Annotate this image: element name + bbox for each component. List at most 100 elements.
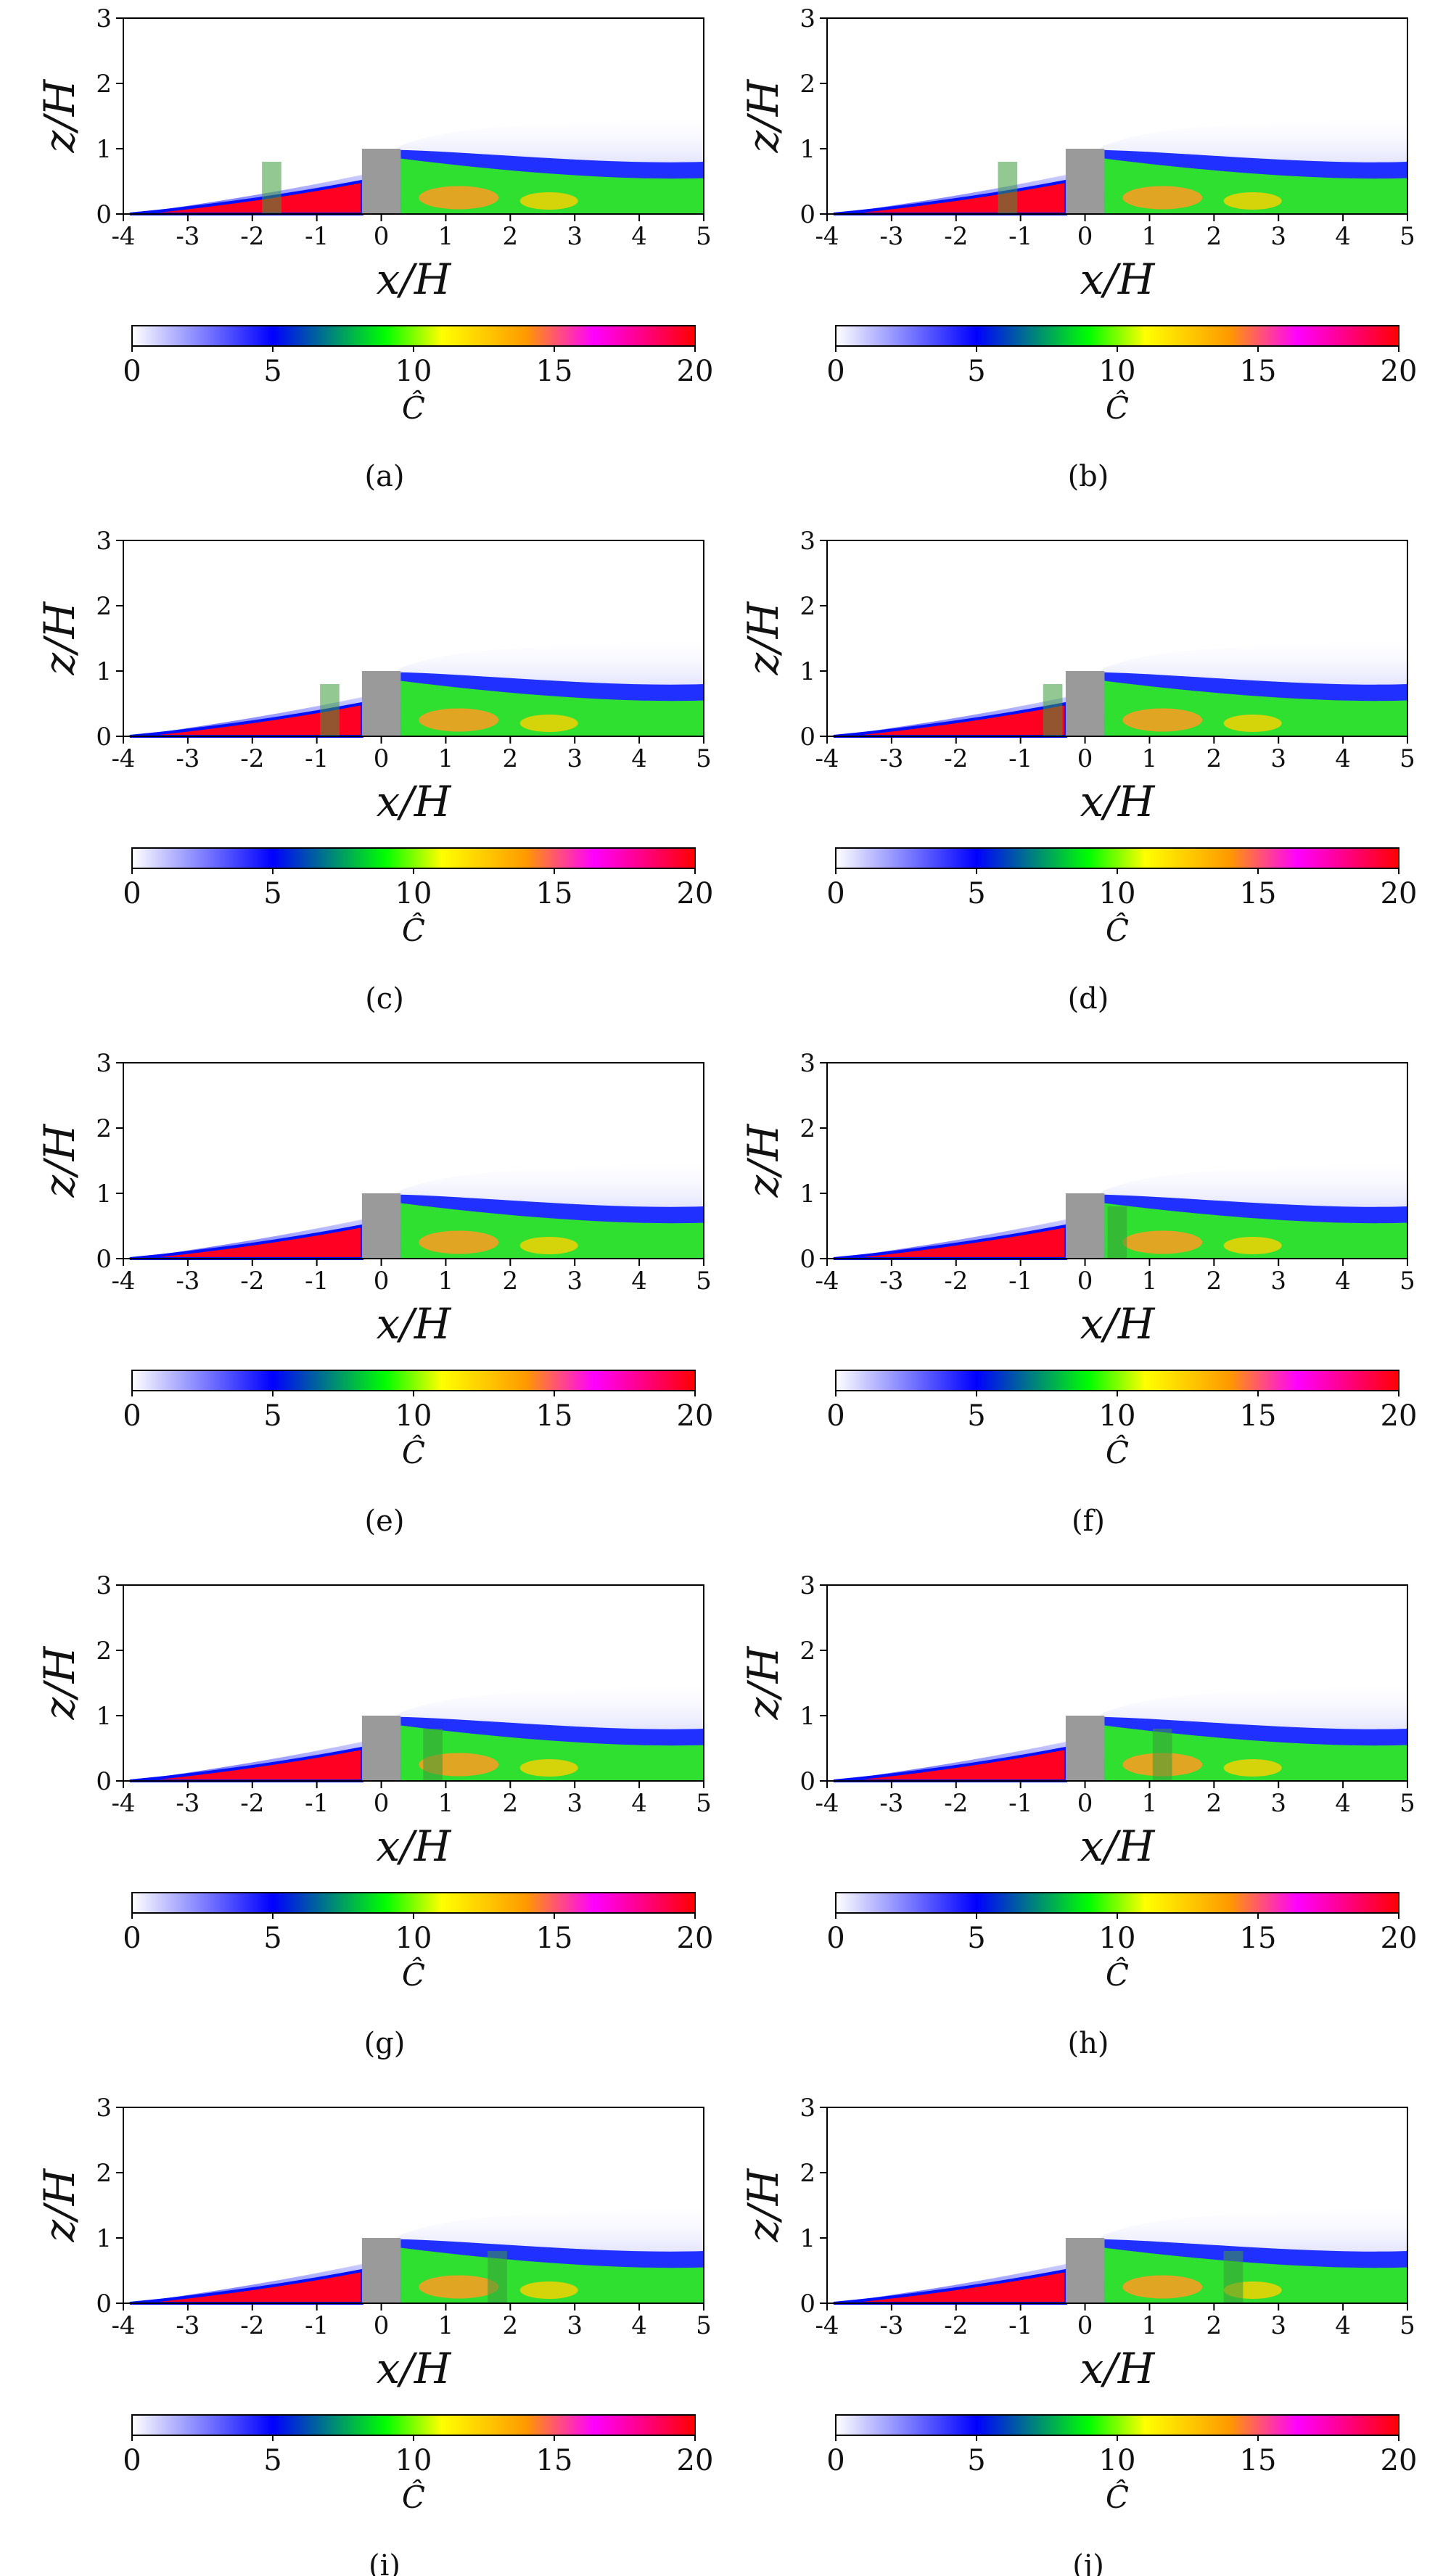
tree-patch (423, 1729, 443, 1781)
y-axis-label: z/H (739, 78, 788, 153)
panel-d: -4 -3 -2 -1 0 1 2 3 4 5 0 1 2 3 x/H z/H 0 5 10 15 20 Ĉ (d) (739, 527, 1417, 1016)
x-tick-label: -1 (305, 222, 329, 251)
x-tick-label: -4 (815, 2311, 839, 2340)
x-tick-label: -3 (176, 1789, 200, 1818)
colorbar-label: Ĉ (1106, 1956, 1129, 1993)
x-tick-label: -2 (240, 1267, 264, 1296)
y-tick-label: 0 (800, 1767, 815, 1796)
colorbar-tick-label: 15 (536, 2444, 573, 2477)
x-tick-label: 1 (438, 2311, 454, 2340)
x-tick-label: 4 (631, 2311, 647, 2340)
x-tick-label: 2 (1207, 1267, 1222, 1296)
plot-frame (826, 2107, 1408, 2304)
y-axis-label: z/H (35, 78, 84, 153)
plume-orange-patch (419, 186, 499, 210)
y-tick-label: 1 (96, 135, 112, 164)
y-axis-label: z/H (739, 2168, 788, 2242)
panel-caption: (c) (365, 982, 404, 1016)
colorbar-label: Ĉ (1106, 1434, 1129, 1470)
y-tick-label: 2 (96, 1114, 112, 1143)
building-block (1065, 1716, 1105, 1781)
building-block (1065, 149, 1105, 214)
colorbar (131, 2414, 696, 2436)
plume-orange-patch (419, 708, 499, 732)
y-tick-label: 2 (800, 70, 815, 99)
plume-yellow-patch (1223, 1237, 1282, 1254)
plume-upstream-red-layer (129, 1224, 363, 1260)
y-tick-label: 1 (800, 135, 815, 164)
x-axis-label: x/H (1080, 1822, 1156, 1871)
panel-b: -4 -3 -2 -1 0 1 2 3 4 5 0 1 2 3 x/H z/H 0 5 10 15 20 Ĉ (b) (739, 4, 1417, 493)
colorbar-tick-label: 20 (1381, 1922, 1418, 1955)
y-tick-label: 1 (96, 1180, 112, 1209)
y-tick-label: 3 (800, 1571, 815, 1600)
x-axis-label: x/H (377, 777, 452, 826)
colorbar-label: Ĉ (402, 2479, 425, 2515)
plume-orange-patch (1122, 1230, 1203, 1254)
x-tick-label: 5 (696, 222, 712, 251)
plume-orange-patch (419, 2275, 499, 2299)
colorbar-tick-label: 20 (677, 1922, 714, 1955)
y-tick-label: 3 (96, 527, 112, 556)
colorbar-tick-label: 20 (677, 2444, 714, 2477)
x-tick-label: 5 (1399, 2311, 1415, 2340)
tree-patch (1152, 1729, 1172, 1781)
x-tick-label: 3 (567, 1789, 583, 1818)
y-tick-label: 3 (96, 1571, 112, 1600)
colorbar-tick-label: 0 (123, 1399, 141, 1433)
y-tick-label: 2 (96, 592, 112, 621)
panel-caption: (e) (365, 1505, 405, 1538)
x-tick-label: 5 (696, 1267, 712, 1296)
colorbar-tick-label: 5 (263, 2444, 281, 2477)
x-tick-label: 5 (1399, 1789, 1415, 1818)
x-tick-label: 5 (1399, 1267, 1415, 1296)
plume-upstream-red-layer (129, 2268, 363, 2305)
x-tick-label: 1 (438, 1267, 454, 1296)
panel-a: -4 -3 -2 -1 0 1 2 3 4 5 0 1 2 3 x/H z/H 0 5 10 15 20 Ĉ (a) (35, 4, 713, 493)
x-tick-label: 0 (1077, 2311, 1093, 2340)
panel-g: -4 -3 -2 -1 0 1 2 3 4 5 0 1 2 3 x/H z/H 0 5 10 15 20 Ĉ (g) (35, 1571, 713, 2060)
x-tick-label: 5 (1399, 222, 1415, 251)
plume-upstream-red-layer (129, 701, 363, 738)
colorbar (835, 1370, 1399, 1391)
x-tick-label: 5 (1399, 744, 1415, 773)
x-tick-label: 0 (374, 2311, 390, 2340)
x-tick-label: 1 (1142, 1267, 1158, 1296)
x-tick-label: 1 (1142, 744, 1158, 773)
x-tick-label: 0 (374, 222, 390, 251)
colorbar-tick-label: 10 (1099, 2444, 1136, 2477)
x-tick-label: 5 (696, 744, 712, 773)
colorbar-tick-label: 10 (395, 877, 432, 910)
y-tick-label: 0 (800, 723, 815, 752)
building-block (361, 2238, 401, 2303)
x-tick-label: 2 (503, 222, 519, 251)
panel-f: -4 -3 -2 -1 0 1 2 3 4 5 0 1 2 3 x/H z/H 0 5 10 15 20 Ĉ (f) (739, 1049, 1417, 1538)
x-tick-label: 1 (438, 744, 454, 773)
plume-yellow-patch (519, 192, 578, 210)
colorbar-tick-label: 5 (263, 355, 281, 388)
panel-j: -4 -3 -2 -1 0 1 2 3 4 5 0 1 2 3 x/H z/H 0 5 10 15 20 Ĉ (j) (739, 2094, 1417, 2576)
x-tick-label: -4 (111, 222, 135, 251)
x-tick-label: -3 (176, 222, 200, 251)
x-tick-label: -4 (111, 2311, 135, 2340)
x-tick-label: -2 (944, 2311, 968, 2340)
x-tick-label: -2 (240, 744, 264, 773)
colorbar-tick-label: 0 (826, 355, 844, 388)
y-tick-label: 1 (96, 657, 112, 686)
tree-patch (1223, 2251, 1244, 2303)
x-tick-label: 3 (1270, 222, 1286, 251)
y-tick-label: 1 (800, 1180, 815, 1209)
colorbar-tick-label: 5 (967, 355, 985, 388)
x-tick-label: -4 (111, 744, 135, 773)
x-tick-label: 3 (1270, 744, 1286, 773)
y-tick-label: 0 (96, 2289, 112, 2318)
panel-i: -4 -3 -2 -1 0 1 2 3 4 5 0 1 2 3 x/H z/H 0 5 10 15 20 Ĉ (i) (35, 2094, 713, 2576)
y-tick-label: 2 (800, 1637, 815, 1666)
x-tick-label: 4 (1335, 2311, 1351, 2340)
x-tick-label: 2 (503, 1267, 519, 1296)
colorbar-tick-label: 10 (395, 1922, 432, 1955)
tree-patch (998, 162, 1018, 214)
y-axis-label: z/H (739, 601, 788, 675)
x-axis-label: x/H (1080, 777, 1156, 826)
